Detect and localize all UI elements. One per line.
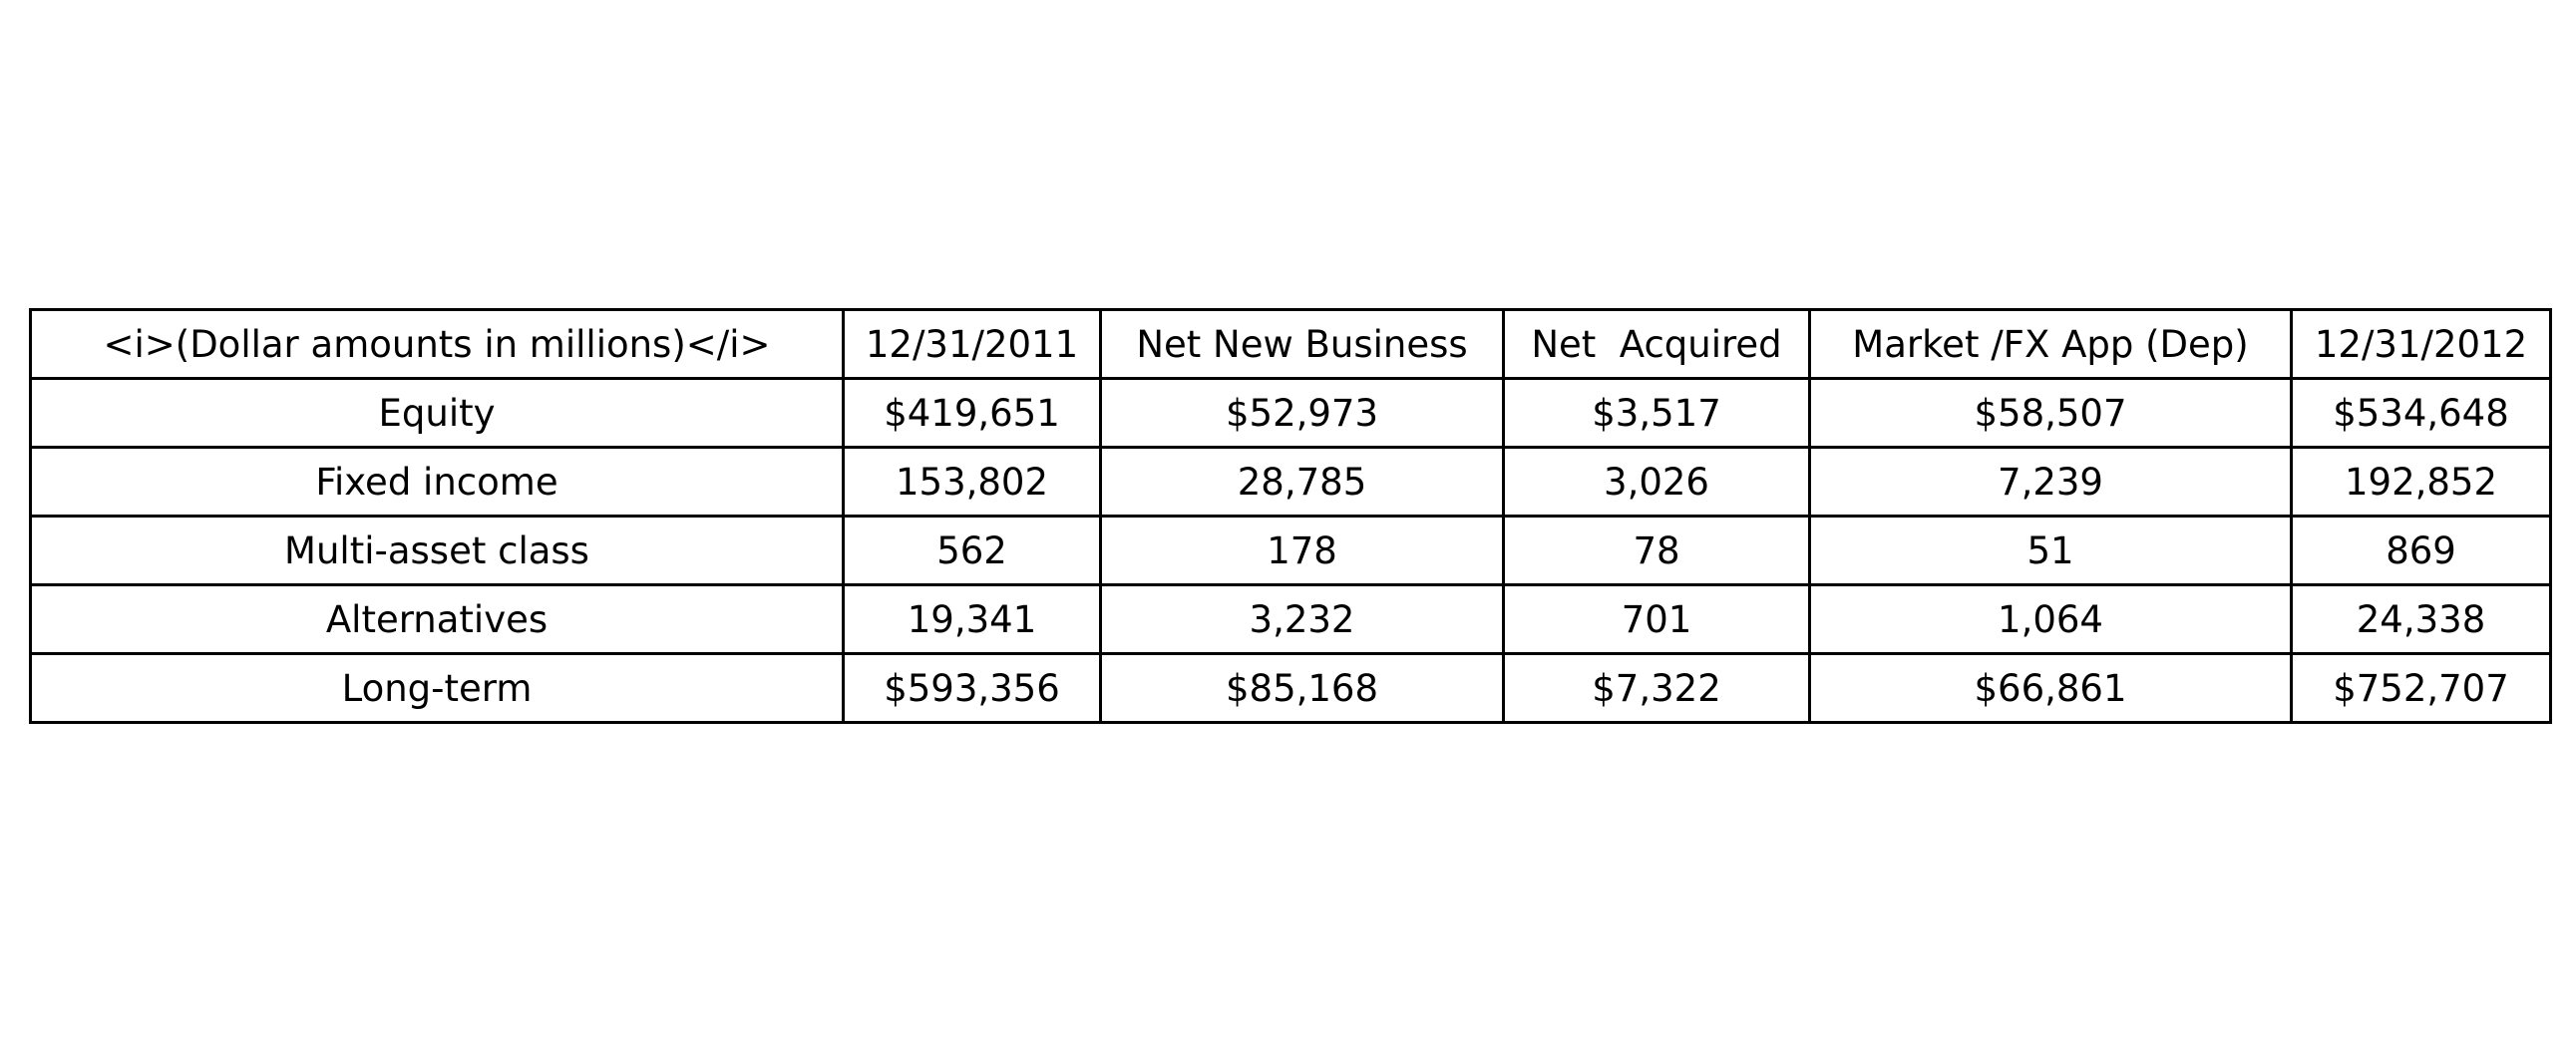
header-cell-2012: 12/31/2012 <box>2290 308 2552 380</box>
table-row: Long-term $593,356 $85,168 $7,322 $66,86… <box>29 652 2552 724</box>
table-cell: 1,064 <box>1808 583 2293 655</box>
table-cell: $58,507 <box>1808 377 2293 449</box>
header-cell-units: <i>(Dollar amounts in millions)</i> <box>29 308 845 380</box>
aum-table: <i>(Dollar amounts in millions)</i> 12/3… <box>29 308 2552 724</box>
row-label-cell: Long-term <box>29 652 845 724</box>
table-cell: $752,707 <box>2290 652 2552 724</box>
table-cell: 3,026 <box>1502 446 1811 518</box>
table-row: Multi-asset class 562 178 78 51 869 <box>29 515 2552 586</box>
table-cell: 19,341 <box>842 583 1102 655</box>
row-label-cell: Multi-asset class <box>29 515 845 586</box>
table-cell: $85,168 <box>1099 652 1505 724</box>
table-header-row: <i>(Dollar amounts in millions)</i> 12/3… <box>29 308 2552 380</box>
table-cell: $593,356 <box>842 652 1102 724</box>
row-label-cell: Fixed income <box>29 446 845 518</box>
table-cell: 3,232 <box>1099 583 1505 655</box>
table-cell: 28,785 <box>1099 446 1505 518</box>
table-cell: 869 <box>2290 515 2552 586</box>
header-cell-net-new-business: Net New Business <box>1099 308 1505 380</box>
table-cell: 153,802 <box>842 446 1102 518</box>
table-row: Alternatives 19,341 3,232 701 1,064 24,3… <box>29 583 2552 655</box>
table-row: Fixed income 153,802 28,785 3,026 7,239 … <box>29 446 2552 518</box>
table-cell: $3,517 <box>1502 377 1811 449</box>
table-cell: 7,239 <box>1808 446 2293 518</box>
table-cell: 24,338 <box>2290 583 2552 655</box>
table-cell: 51 <box>1808 515 2293 586</box>
header-cell-net-acquired: Net Acquired <box>1502 308 1811 380</box>
table-cell: 562 <box>842 515 1102 586</box>
table-cell: 192,852 <box>2290 446 2552 518</box>
table-cell: $419,651 <box>842 377 1102 449</box>
table-cell: $534,648 <box>2290 377 2552 449</box>
header-cell-2011: 12/31/2011 <box>842 308 1102 380</box>
table-cell: 701 <box>1502 583 1811 655</box>
table-cell: 178 <box>1099 515 1505 586</box>
row-label-cell: Alternatives <box>29 583 845 655</box>
data-table-container: <i>(Dollar amounts in millions)</i> 12/3… <box>29 308 2552 724</box>
row-label-cell: Equity <box>29 377 845 449</box>
table-cell: $66,861 <box>1808 652 2293 724</box>
table-cell: $52,973 <box>1099 377 1505 449</box>
table-cell: $7,322 <box>1502 652 1811 724</box>
table-row: Equity $419,651 $52,973 $3,517 $58,507 $… <box>29 377 2552 449</box>
table-cell: 78 <box>1502 515 1811 586</box>
header-cell-market-fx: Market /FX App (Dep) <box>1808 308 2293 380</box>
